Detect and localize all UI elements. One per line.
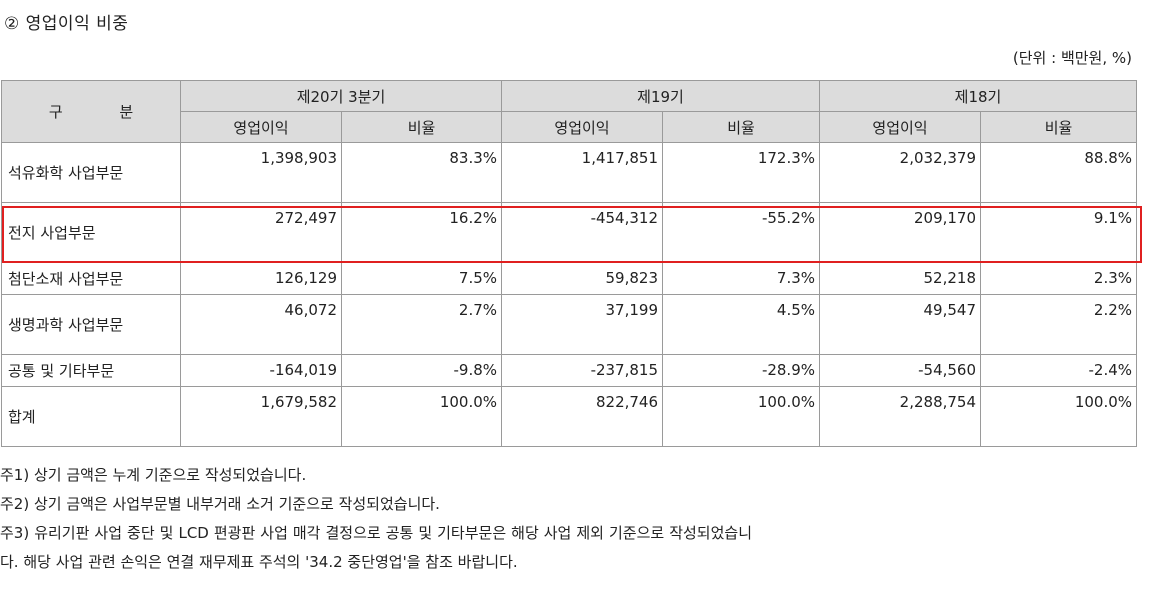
unit-label: (단위 : 백만원, %) xyxy=(1012,49,1132,67)
table-row-total: 합계 1,679,582 100.0% 822,746 100.0% 2,288… xyxy=(1,386,1138,447)
header-period: 제19기 xyxy=(501,80,821,112)
row-label: 공통 및 기타부문 xyxy=(1,354,181,387)
table-row: 공통 및 기타부문 -164,019 -9.8% -237,815 -28.9%… xyxy=(1,354,1138,387)
header-gubun: 구 분 xyxy=(1,80,181,143)
row-label: 석유화학 사업부문 xyxy=(1,142,181,203)
cell-value: 4.5% xyxy=(662,294,821,355)
section-title: ② 영업이익 비중 xyxy=(4,14,129,34)
cell-value: 2.2% xyxy=(980,294,1138,355)
cell-value: 2,288,754 xyxy=(819,386,982,447)
header-sub: 영업이익 xyxy=(501,111,664,143)
row-label: 합계 xyxy=(1,386,181,447)
cell-value: 49,547 xyxy=(819,294,982,355)
cell-value: 88.8% xyxy=(980,142,1138,203)
footnote: 주1) 상기 금액은 누계 기준으로 작성되었습니다. xyxy=(0,466,307,484)
header-sub: 비율 xyxy=(662,111,821,143)
cell-value: 9.1% xyxy=(980,202,1138,263)
header-sub: 비율 xyxy=(980,111,1138,143)
cell-value: -454,312 xyxy=(501,202,664,263)
header-period: 제20기 3분기 xyxy=(179,80,503,112)
cell-value: 37,199 xyxy=(501,294,664,355)
cell-value: -54,560 xyxy=(819,354,982,387)
cell-value: 1,679,582 xyxy=(180,386,342,447)
cell-value: -164,019 xyxy=(180,354,342,387)
cell-value: -9.8% xyxy=(340,354,503,387)
footnotes: 주1) 상기 금액은 누계 기준으로 작성되었습니다. 주2) 상기 금액은 사… xyxy=(0,461,752,577)
table-row: 석유화학 사업부문 1,398,903 83.3% 1,417,851 172.… xyxy=(1,142,1138,203)
row-label: 첨단소재 사업부문 xyxy=(1,262,181,295)
cell-value: 126,129 xyxy=(180,262,342,295)
cell-value: -2.4% xyxy=(980,354,1138,387)
operating-profit-table: 구 분 제20기 3분기 제19기 제18기 영업이익 비율 영업이익 비율 영… xyxy=(1,80,1138,447)
cell-value: 52,218 xyxy=(819,262,982,295)
cell-value: 83.3% xyxy=(340,142,503,203)
header-period: 제18기 xyxy=(819,80,1138,112)
header-sub: 비율 xyxy=(340,111,503,143)
cell-value: 272,497 xyxy=(180,202,342,263)
table-row: 전지 사업부문 272,497 16.2% -454,312 -55.2% 20… xyxy=(1,202,1138,263)
cell-value: 7.5% xyxy=(340,262,503,295)
cell-value: 209,170 xyxy=(819,202,982,263)
cell-value: -28.9% xyxy=(662,354,821,387)
cell-value: 7.3% xyxy=(662,262,821,295)
cell-value: 46,072 xyxy=(180,294,342,355)
cell-value: -237,815 xyxy=(501,354,664,387)
footnote: 주3) 유리기판 사업 중단 및 LCD 편광판 사업 매각 결정으로 공통 및… xyxy=(0,524,752,571)
cell-value: 1,398,903 xyxy=(180,142,342,203)
cell-value: 100.0% xyxy=(662,386,821,447)
cell-value: 59,823 xyxy=(501,262,664,295)
header-sub: 영업이익 xyxy=(819,111,982,143)
cell-value: 172.3% xyxy=(662,142,821,203)
cell-value: 2.3% xyxy=(980,262,1138,295)
cell-value: 100.0% xyxy=(340,386,503,447)
cell-value: 1,417,851 xyxy=(501,142,664,203)
cell-value: 822,746 xyxy=(501,386,664,447)
row-label: 전지 사업부문 xyxy=(1,202,181,263)
cell-value: 16.2% xyxy=(340,202,503,263)
cell-value: 100.0% xyxy=(980,386,1138,447)
footnote: 주2) 상기 금액은 사업부문별 내부거래 소거 기준으로 작성되었습니다. xyxy=(0,495,440,513)
table-row: 첨단소재 사업부문 126,129 7.5% 59,823 7.3% 52,21… xyxy=(1,262,1138,295)
header-sub: 영업이익 xyxy=(180,111,342,143)
cell-value: 2.7% xyxy=(340,294,503,355)
cell-value: 2,032,379 xyxy=(819,142,982,203)
cell-value: -55.2% xyxy=(662,202,821,263)
table-row: 생명과학 사업부문 46,072 2.7% 37,199 4.5% 49,547… xyxy=(1,294,1138,355)
row-label: 생명과학 사업부문 xyxy=(1,294,181,355)
